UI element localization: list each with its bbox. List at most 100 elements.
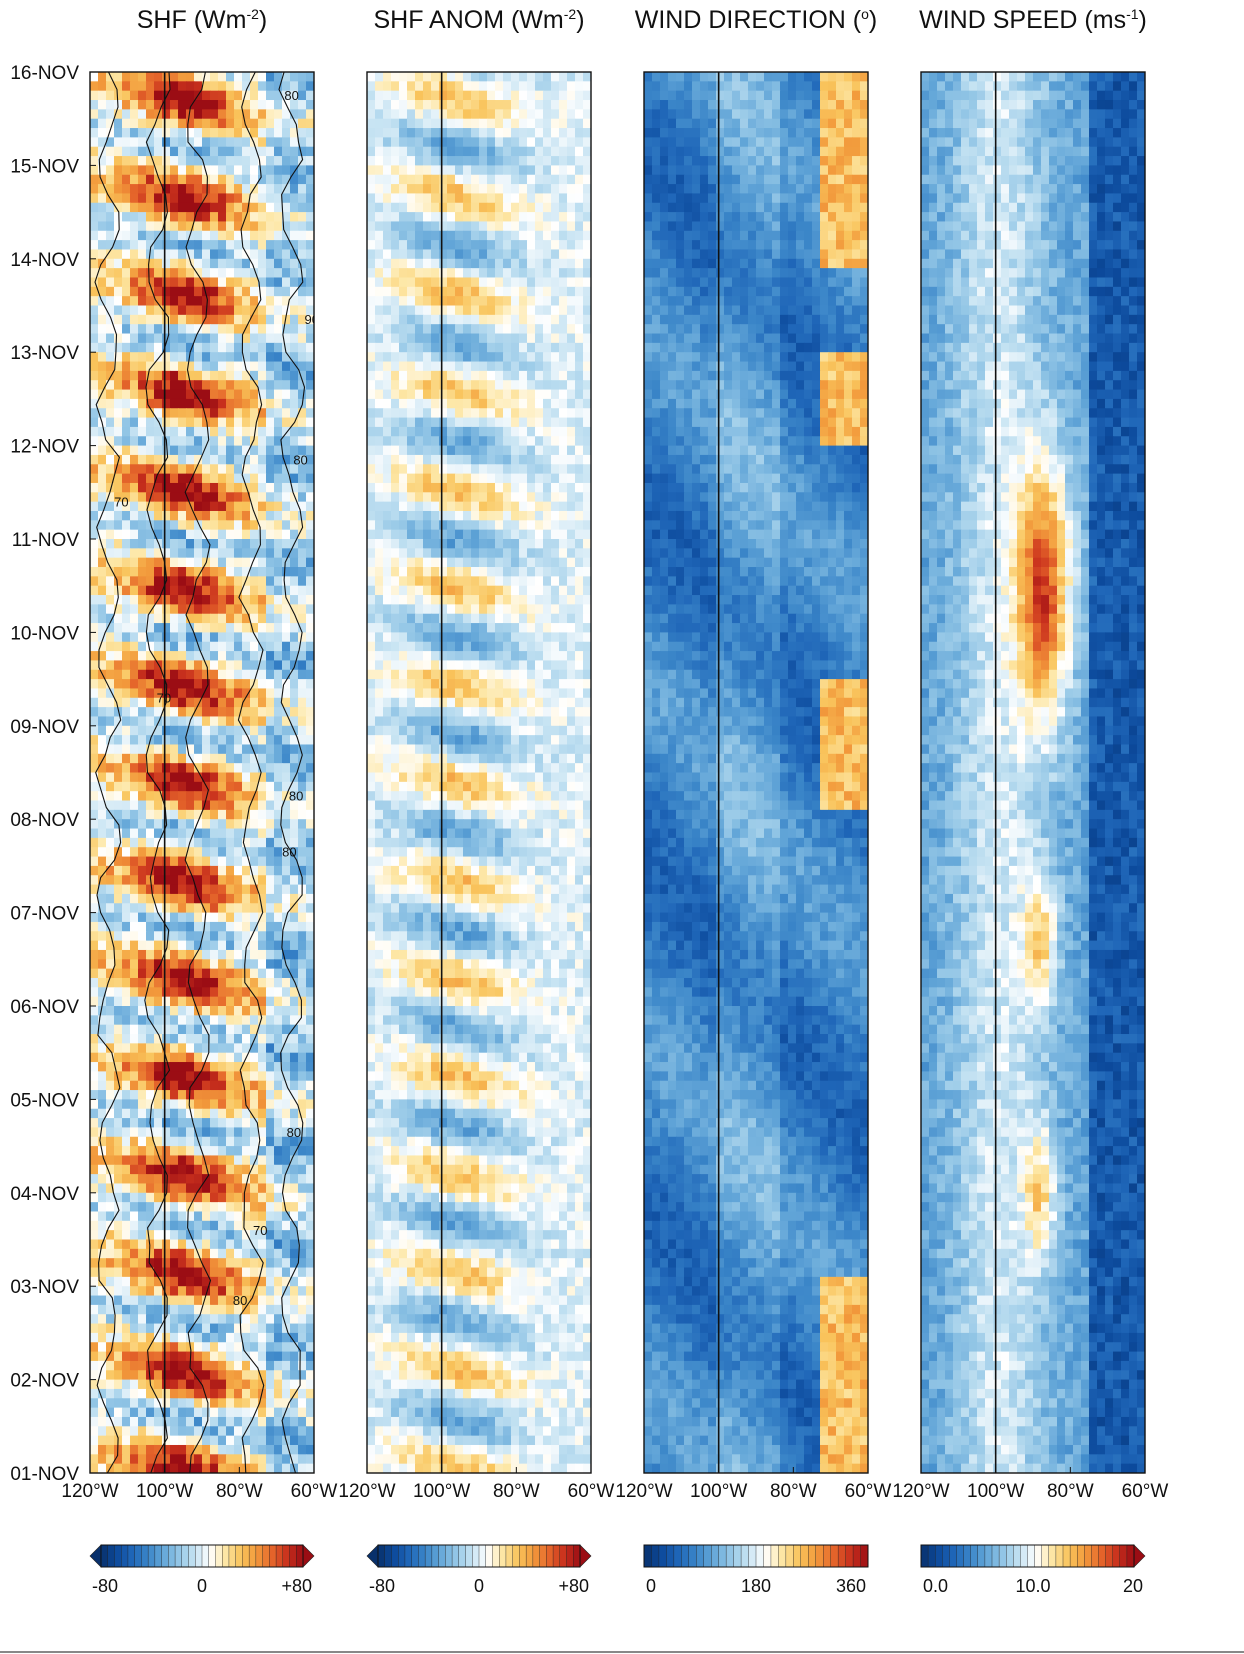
cell xyxy=(535,258,544,269)
cell xyxy=(551,268,560,279)
cell xyxy=(154,296,163,307)
cell xyxy=(306,1108,314,1119)
cell xyxy=(218,1192,227,1203)
cell xyxy=(367,249,376,260)
cell xyxy=(90,1164,99,1175)
cell xyxy=(170,669,179,680)
cell xyxy=(306,1127,314,1138)
cell xyxy=(218,1304,227,1315)
cell xyxy=(282,1211,291,1222)
cell xyxy=(138,361,147,372)
cell xyxy=(210,398,219,409)
cell xyxy=(266,193,275,204)
cell xyxy=(202,473,211,484)
cell xyxy=(146,324,155,335)
cell xyxy=(186,492,195,503)
cell xyxy=(178,1006,187,1016)
cell xyxy=(282,548,291,559)
cell xyxy=(218,1174,227,1185)
cell xyxy=(90,1146,99,1157)
cell xyxy=(242,1155,251,1166)
cell xyxy=(266,510,275,521)
cell xyxy=(122,1034,131,1044)
cell xyxy=(575,249,584,260)
cell xyxy=(290,1146,299,1157)
cell xyxy=(551,258,560,269)
cell xyxy=(543,184,552,195)
cell xyxy=(226,819,235,830)
cell xyxy=(415,202,424,213)
cell xyxy=(154,651,163,662)
cell xyxy=(375,109,384,120)
cell xyxy=(290,753,299,764)
cell xyxy=(122,296,131,307)
cell xyxy=(306,146,314,157)
cell xyxy=(383,184,392,195)
cell xyxy=(194,408,203,419)
cell xyxy=(162,1062,171,1072)
cell xyxy=(154,1090,163,1100)
cell xyxy=(306,361,314,372)
cell xyxy=(298,1332,307,1343)
cell xyxy=(90,1099,99,1110)
cell xyxy=(114,772,123,783)
cell xyxy=(290,1444,299,1455)
cell xyxy=(298,1090,307,1100)
cell xyxy=(186,482,195,493)
cell xyxy=(194,268,203,279)
cell xyxy=(114,548,123,559)
cell xyxy=(114,660,123,671)
cell xyxy=(162,408,171,419)
cell xyxy=(114,1258,123,1269)
cell xyxy=(234,828,243,839)
cell xyxy=(234,1342,243,1353)
cell xyxy=(282,1379,291,1390)
cell xyxy=(98,641,107,652)
cell xyxy=(487,118,496,129)
cell xyxy=(274,370,283,381)
cell xyxy=(130,1360,139,1371)
cell xyxy=(447,258,456,269)
cell xyxy=(503,118,512,129)
cell xyxy=(274,193,283,204)
cell xyxy=(210,763,219,774)
cell xyxy=(130,352,139,363)
cell xyxy=(375,90,384,101)
cell xyxy=(98,100,107,110)
cell xyxy=(210,165,219,176)
cell xyxy=(122,1062,131,1072)
cell xyxy=(306,277,314,288)
cell xyxy=(298,1435,307,1446)
cell xyxy=(266,230,275,241)
cell xyxy=(218,604,227,615)
cell xyxy=(218,417,227,428)
cell xyxy=(226,567,235,577)
cell xyxy=(170,1463,179,1473)
cell xyxy=(298,1370,307,1381)
cell xyxy=(226,987,235,998)
contour-line xyxy=(237,72,265,1473)
cell xyxy=(178,875,187,886)
cell xyxy=(282,1407,291,1418)
cell xyxy=(202,539,211,549)
cell xyxy=(218,464,227,475)
cell xyxy=(306,1267,314,1278)
cell xyxy=(266,1360,275,1371)
cell xyxy=(202,651,211,662)
cell xyxy=(98,1136,107,1147)
cell xyxy=(162,1174,171,1185)
cell xyxy=(162,1332,171,1343)
cell xyxy=(242,1388,251,1399)
cell xyxy=(234,1052,243,1063)
cell xyxy=(290,744,299,755)
cell xyxy=(114,651,123,662)
cell xyxy=(250,651,259,662)
cell xyxy=(274,996,283,1007)
cell xyxy=(431,109,440,120)
cell xyxy=(258,1043,267,1054)
cell xyxy=(122,333,131,344)
cell xyxy=(98,576,107,587)
cell xyxy=(106,949,115,960)
cell xyxy=(98,1248,107,1259)
cell xyxy=(583,81,591,92)
